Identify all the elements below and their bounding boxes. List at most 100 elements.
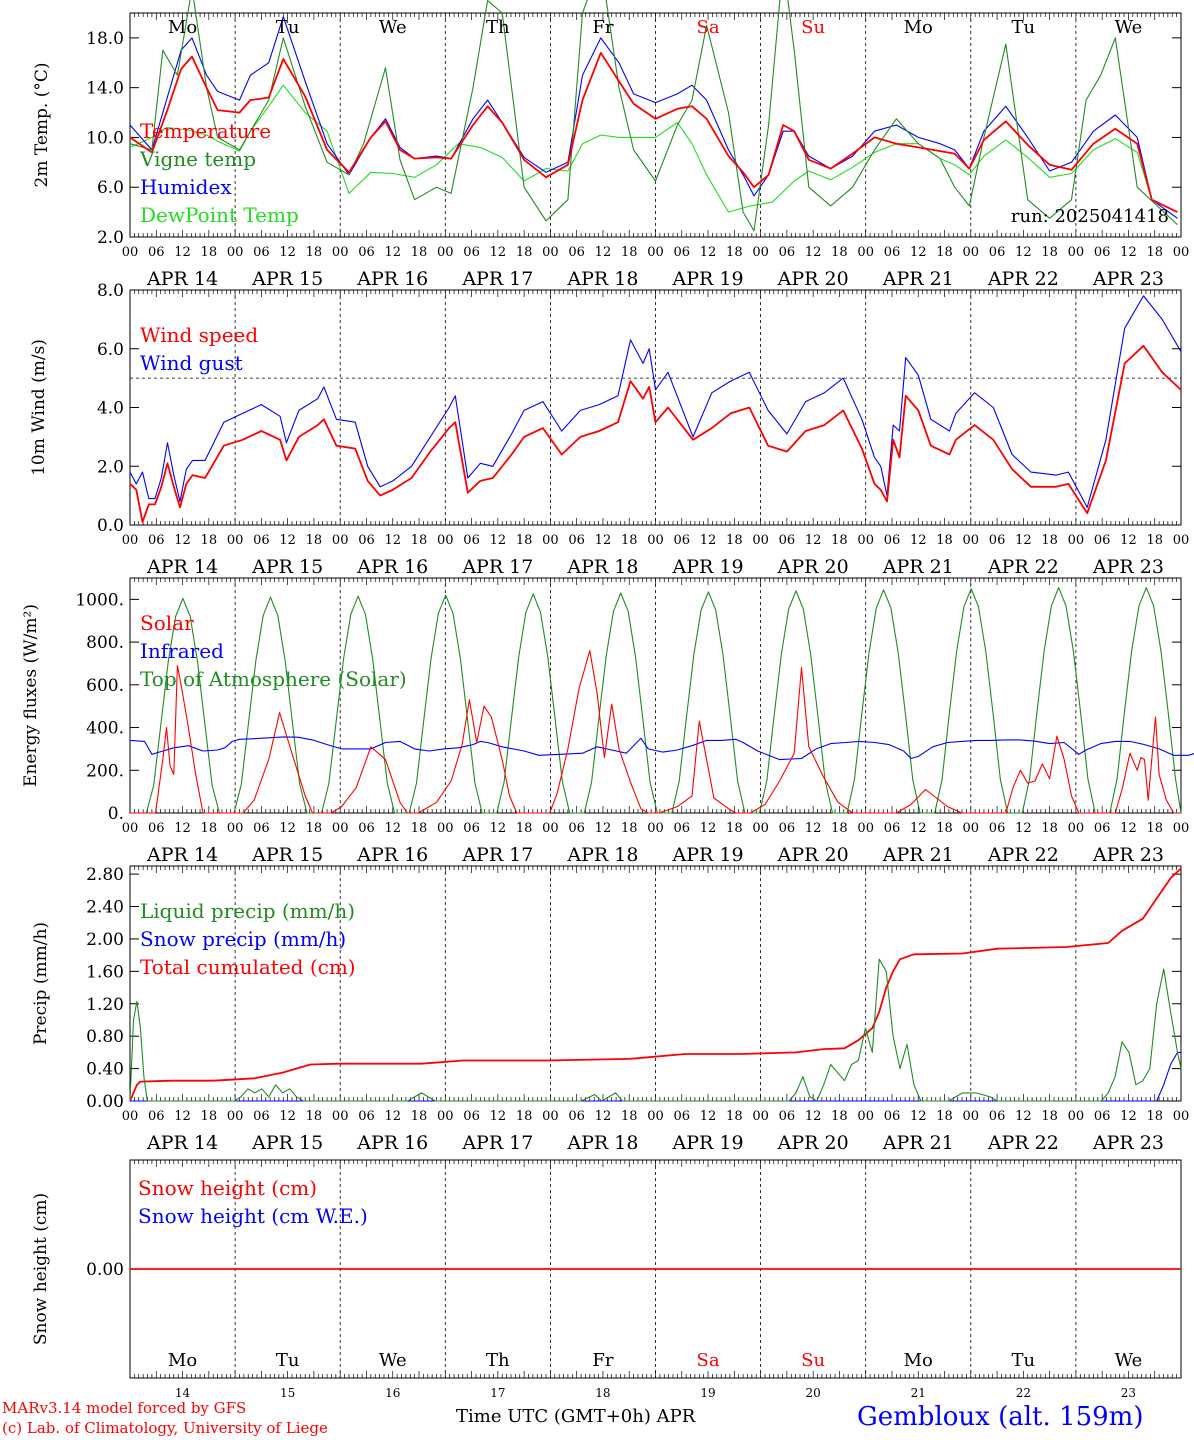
panel4-hour-label: 18 (201, 1109, 218, 1124)
panel1-hour-label: 06 (253, 245, 270, 260)
panel3-ytick-label: 600. (86, 676, 124, 696)
panel4-hour-label: 12 (279, 1109, 296, 1124)
panel4-date-label: APR 21 (882, 1132, 954, 1154)
panel4-hour-label: 18 (936, 1109, 953, 1124)
panel1-hour-label: 12 (1120, 245, 1137, 260)
panel4-hour-label: 18 (1041, 1109, 1058, 1124)
panel2-hour-label: 18 (831, 533, 848, 548)
panel4-hour-label: 12 (805, 1109, 822, 1124)
panel2-hour-label: 00 (227, 533, 244, 548)
panel4-hour-label: 12 (490, 1109, 507, 1124)
panel4-hour-label: 06 (674, 1109, 691, 1124)
panel1-hour-label: 00 (752, 245, 769, 260)
panel1-hour-label: 06 (568, 245, 585, 260)
panel4-hour-label: 00 (1068, 1109, 1085, 1124)
panel3-hour-label: 18 (621, 821, 638, 836)
panel1-hour-label: 18 (726, 245, 743, 260)
panel3-ytick-label: 800. (86, 633, 124, 653)
panel1-run-annotation: run: 2025041418 (1011, 206, 1169, 227)
panel3-date-label: APR 22 (987, 844, 1059, 866)
panel3-series-line (130, 650, 1181, 814)
panel3-hour-label: 18 (1041, 821, 1058, 836)
panel3-legend-entry: Top of Atmosphere (Solar) (140, 667, 407, 691)
panel3-hour-label: 12 (805, 821, 822, 836)
panel1-hour-label: 12 (910, 245, 927, 260)
panel5-day-label: Tu (276, 1350, 300, 1371)
panel3-hour-label: 18 (1146, 821, 1163, 836)
panel3-hour-label: 00 (647, 821, 664, 836)
panel2-ytick-label: 6.0 (97, 340, 124, 360)
panel4-hour-label: 06 (358, 1109, 375, 1124)
panel1-day-label: We (1115, 17, 1143, 38)
panel1-date-label: APR 19 (672, 268, 744, 290)
panel3-hour-label: 06 (884, 821, 901, 836)
panel2-hour-label: 06 (148, 533, 165, 548)
panel3-legend-entry: Infrared (140, 639, 224, 663)
panel3-hour-label: 12 (490, 821, 507, 836)
panel1-hour-label: 18 (831, 245, 848, 260)
panel5-day-number: 19 (700, 1386, 715, 1400)
panel1-hour-label: 18 (306, 245, 323, 260)
panel5-day-number: 21 (911, 1386, 926, 1400)
panel2-hour-label: 18 (411, 533, 428, 548)
panel5-day-number: 23 (1121, 1386, 1136, 1400)
panel1-series-line (129, 16, 1178, 219)
panel3-date-label: APR 16 (356, 844, 428, 866)
panel1-hour-label: 00 (1173, 245, 1190, 260)
panel5-day-label: Su (801, 1350, 825, 1371)
panel1-day-label: Mo (168, 17, 197, 38)
panel4-hour-label: 00 (857, 1109, 874, 1124)
panel4-series-line (129, 867, 1182, 1102)
panel1-legend-entry: Vigne temp (139, 147, 256, 171)
panel1-date-label: APR 20 (777, 268, 849, 290)
panel1-date-label: APR 16 (356, 268, 428, 290)
panel3-date-label: APR 15 (251, 844, 323, 866)
panel4-legend-entry: Snow precip (mm/h) (140, 927, 346, 951)
panel4-hour-label: 06 (568, 1109, 585, 1124)
panel1-day-label: Sa (697, 17, 720, 38)
panel1-series-line (129, 51, 1178, 213)
panel1-hour-label: 12 (1015, 245, 1032, 260)
panel5-day-label: Mo (168, 1350, 197, 1371)
panel1-hour-label: 18 (201, 245, 218, 260)
panel4-ytick-label: 0.40 (86, 1060, 124, 1080)
panel1-ylabel: 2m Temp. (°C) (32, 62, 52, 187)
panel1-hour-label: 18 (621, 245, 638, 260)
panel1-date-label: APR 22 (987, 268, 1059, 290)
panel3-hour-label: 12 (1015, 821, 1032, 836)
panel5-day-number: 16 (385, 1386, 400, 1400)
panel2-hour-label: 06 (989, 533, 1006, 548)
panel4-hour-label: 06 (989, 1109, 1006, 1124)
panel2-hour-label: 00 (1068, 533, 1085, 548)
panel2-date-label: APR 15 (251, 556, 323, 578)
panel2-date-label: APR 20 (777, 556, 849, 578)
panel1-day-label: Tu (276, 17, 300, 38)
panel4-date-label: APR 23 (1092, 1132, 1164, 1154)
panel4-hour-label: 00 (542, 1109, 559, 1124)
panel2-hour-label: 18 (1041, 533, 1058, 548)
panel2-legend-entry: Wind gust (140, 351, 243, 375)
panel5-day-label: We (1115, 1350, 1143, 1371)
panel3-ylabel: Energy fluxes (W/m²) (21, 604, 41, 787)
panel2-hour-label: 18 (936, 533, 953, 548)
panel5-day-number: 18 (595, 1386, 610, 1400)
panel1-hour-label: 06 (884, 245, 901, 260)
panel1-date-label: APR 15 (251, 268, 323, 290)
panel2-date-label: APR 22 (987, 556, 1059, 578)
panel2-hour-label: 00 (542, 533, 559, 548)
panel4-hour-label: 00 (647, 1109, 664, 1124)
panel4-hour-label: 12 (595, 1109, 612, 1124)
panel2-hour-label: 12 (490, 533, 507, 548)
panel1-hour-label: 18 (936, 245, 953, 260)
panel2-hour-label: 00 (963, 533, 980, 548)
panel2-hour-label: 12 (1120, 533, 1137, 548)
panel3-hour-label: 06 (989, 821, 1006, 836)
panel4-hour-label: 00 (752, 1109, 769, 1124)
panel3-hour-label: 18 (201, 821, 218, 836)
panel1-hour-label: 00 (857, 245, 874, 260)
panel1-hour-label: 00 (122, 245, 139, 260)
panel4-date-label: APR 18 (566, 1132, 638, 1154)
panel1-legend-entry: Humidex (140, 175, 232, 199)
panel5-day-label: Fr (592, 1350, 613, 1371)
panel2-hour-label: 12 (910, 533, 927, 548)
